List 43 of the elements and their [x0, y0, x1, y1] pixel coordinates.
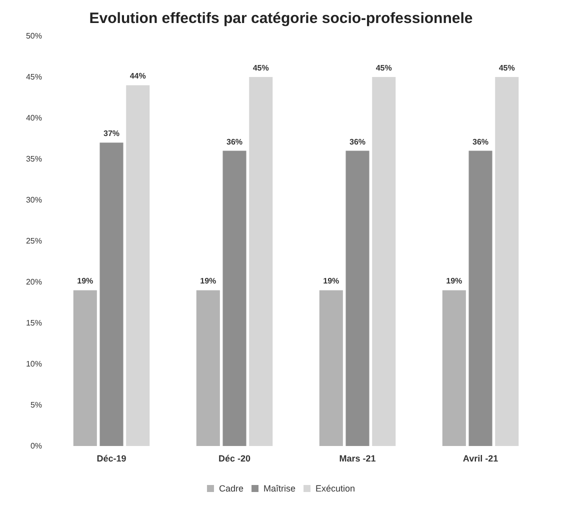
bar: [196, 290, 220, 446]
x-tick-label: Mars -21: [339, 454, 376, 464]
y-tick-label: 5%: [30, 400, 42, 410]
bar: [442, 290, 466, 446]
bar: [249, 77, 273, 446]
legend-label: Cadre: [218, 484, 244, 494]
data-label: 19%: [77, 276, 94, 286]
legend-label: Maîtrise: [263, 484, 296, 494]
bar: [222, 150, 246, 446]
y-tick-label: 30%: [26, 196, 42, 204]
y-tick-label: 15%: [26, 318, 42, 328]
x-tick-label: Déc-19: [96, 454, 126, 464]
data-label: 45%: [376, 64, 392, 72]
bar: [73, 290, 97, 446]
data-label: 45%: [498, 64, 515, 72]
y-tick-label: 45%: [26, 72, 42, 82]
y-tick-label: 35%: [26, 154, 42, 164]
chart-title: Evolution effectifs par catégorie socio-professionnele: [89, 10, 473, 27]
data-label: 44%: [130, 72, 146, 81]
y-tick-label: 25%: [26, 236, 42, 246]
bar: [319, 290, 343, 446]
data-label: 19%: [200, 276, 216, 286]
y-tick-label: 40%: [26, 114, 42, 122]
data-label: 36%: [226, 137, 243, 146]
data-label: 45%: [252, 64, 269, 72]
data-label: 19%: [323, 276, 340, 286]
data-label: 36%: [349, 137, 366, 146]
bar: [495, 77, 519, 446]
y-tick-label: 20%: [26, 278, 42, 286]
x-tick-label: Déc -20: [218, 454, 251, 464]
y-tick-label: 10%: [26, 360, 42, 368]
x-tick-label: Avril -21: [462, 454, 498, 464]
data-label: 36%: [472, 137, 489, 146]
legend-label: Exécution: [315, 484, 356, 494]
y-tick-label: 0%: [30, 442, 42, 450]
data-label: 19%: [446, 276, 462, 286]
bar: [126, 85, 150, 446]
bar: [468, 150, 492, 446]
bar: [372, 77, 396, 446]
data-label: 37%: [103, 129, 120, 138]
bar: [100, 142, 124, 446]
bar: [346, 150, 370, 446]
y-tick-label: 50%: [26, 32, 42, 40]
